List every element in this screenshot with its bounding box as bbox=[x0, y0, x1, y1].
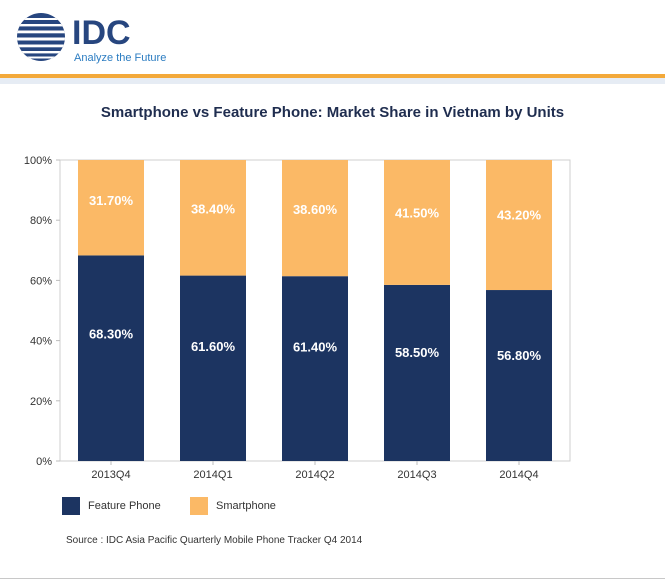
x-tick-label: 2013Q4 bbox=[91, 469, 130, 481]
y-tick-label: 40% bbox=[30, 336, 52, 348]
bar-smartphone bbox=[282, 160, 348, 277]
bar-smartphone bbox=[78, 160, 144, 256]
y-tick-label: 20% bbox=[30, 396, 52, 408]
y-tick-label: 60% bbox=[30, 275, 52, 287]
legend-label-feature-phone: Feature Phone bbox=[88, 500, 161, 512]
bar-feature-phone bbox=[282, 276, 348, 461]
footer-rule bbox=[0, 578, 665, 579]
idc-logo: IDC Analyze the Future bbox=[14, 10, 234, 66]
bar-smartphone bbox=[180, 160, 246, 276]
x-tick-label: 2014Q3 bbox=[397, 469, 436, 481]
bar-feature-phone bbox=[486, 290, 552, 461]
legend-swatch-feature-phone bbox=[62, 497, 80, 515]
logo-tagline: Analyze the Future bbox=[74, 52, 167, 64]
logo-wordmark: IDC bbox=[72, 14, 131, 52]
data-label: 31.70% bbox=[89, 193, 134, 208]
bar-feature-phone bbox=[78, 255, 144, 461]
bar-smartphone bbox=[486, 160, 552, 291]
data-label: 61.40% bbox=[293, 339, 338, 354]
stacked-bar-chart: 0% 20% 40% 60% 80% 100% 68.30% 31.70% 2013Q4 61.6… bbox=[24, 155, 571, 481]
bar-feature-phone bbox=[384, 284, 450, 461]
x-tick-label: 2014Q4 bbox=[499, 469, 538, 481]
bar-smartphone bbox=[384, 160, 450, 285]
x-tick-label: 2014Q2 bbox=[295, 469, 334, 481]
chart-title: Smartphone vs Feature Phone: Market Shar… bbox=[100, 104, 565, 121]
data-label: 38.60% bbox=[293, 202, 338, 217]
y-tick-label: 80% bbox=[30, 215, 52, 227]
globe-icon bbox=[17, 13, 65, 61]
x-tick-label: 2014Q1 bbox=[193, 469, 232, 481]
bar-feature-phone bbox=[180, 275, 246, 461]
data-label: 58.50% bbox=[395, 345, 440, 360]
legend-label-smartphone: Smartphone bbox=[216, 500, 276, 512]
data-label: 68.30% bbox=[89, 327, 134, 342]
data-label: 38.40% bbox=[191, 202, 236, 217]
source-note: Source : IDC Asia Pacific Quarterly Mobi… bbox=[66, 535, 363, 546]
header-band bbox=[0, 78, 665, 84]
data-label: 61.60% bbox=[191, 339, 236, 354]
data-label: 56.80% bbox=[497, 348, 542, 363]
data-label: 41.50% bbox=[395, 205, 440, 220]
y-tick-label: 0% bbox=[36, 456, 52, 468]
y-tick-label: 100% bbox=[24, 155, 52, 167]
header-rule bbox=[0, 74, 665, 78]
data-label: 43.20% bbox=[497, 208, 542, 223]
legend-swatch-smartphone bbox=[190, 497, 208, 515]
